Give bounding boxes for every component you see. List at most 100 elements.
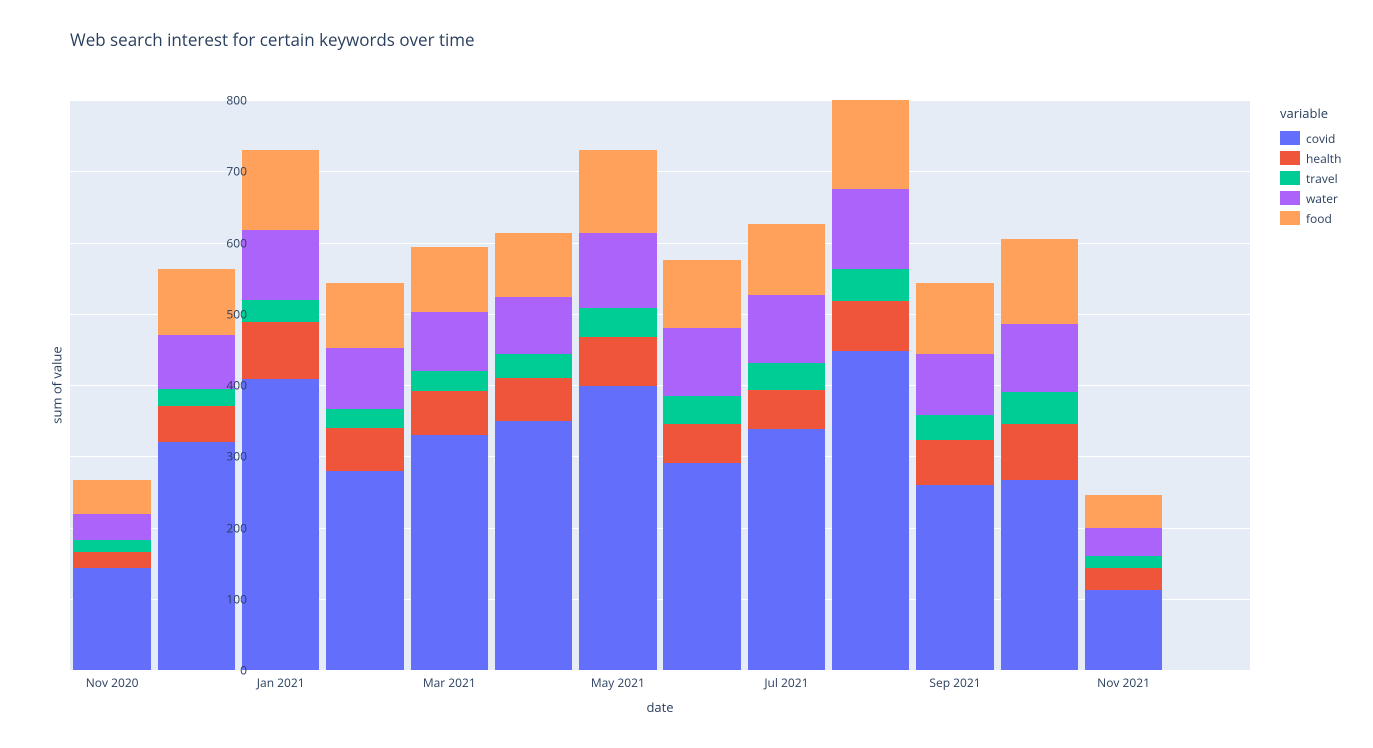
bar-segment-travel[interactable] [1001,392,1079,424]
legend: variable covid health travel waterfood [1280,104,1341,228]
bar-segment-travel[interactable] [242,300,320,323]
legend-swatch [1280,191,1300,205]
bar-segment-travel[interactable] [748,363,826,390]
bar-segment-food[interactable] [1085,495,1163,528]
bar-segment-water[interactable] [1085,528,1163,557]
bar-segment-food[interactable] [158,269,236,335]
bar-segment-covid[interactable] [495,421,573,670]
bar-segment-water[interactable] [663,328,741,396]
y-tick-label: 500 [207,305,247,322]
bar-segment-covid[interactable] [242,379,320,670]
bar-segment-health[interactable] [158,406,236,442]
bar-segment-food[interactable] [242,150,320,231]
page: Web search interest for certain keywords… [0,0,1373,748]
legend-title: variable [1280,104,1341,122]
bar-segment-travel[interactable] [1085,556,1163,568]
bar-segment-covid[interactable] [326,471,404,671]
bar-stack [663,100,741,670]
bar-segment-food[interactable] [73,480,151,514]
bar-segment-food[interactable] [326,283,404,348]
bar-segment-travel[interactable] [326,409,404,428]
bar-segment-food[interactable] [916,283,994,354]
legend-label: covid [1306,130,1335,147]
y-tick-label: 400 [207,377,247,394]
bar-segment-covid[interactable] [73,568,151,670]
y-axis-title: sum of value [48,346,66,423]
y-tick-label: 100 [207,590,247,607]
bar-segment-food[interactable] [1001,239,1079,325]
legend-item-health[interactable]: health [1280,148,1341,168]
bar-segment-health[interactable] [242,322,320,379]
bar-segment-food[interactable] [411,247,489,313]
bar-segment-water[interactable] [411,312,489,370]
bar-segment-water[interactable] [242,230,320,299]
bar-stack [916,100,994,670]
bar-segment-water[interactable] [832,189,910,269]
bar-segment-food[interactable] [579,150,657,233]
bar-segment-health[interactable] [748,390,826,429]
bar-segment-health[interactable] [1001,424,1079,480]
bar-segment-water[interactable] [326,348,404,409]
y-tick-label: 600 [207,234,247,251]
bar-segment-travel[interactable] [832,269,910,301]
bar-segment-covid[interactable] [663,463,741,670]
bar-segment-travel[interactable] [663,396,741,425]
bar-segment-travel[interactable] [579,308,657,337]
y-tick-label: 200 [207,519,247,536]
bar-segment-food[interactable] [748,224,826,295]
bar-stack [1001,100,1079,670]
bar-segment-travel[interactable] [495,354,573,378]
bar-segment-water[interactable] [916,354,994,415]
bar-stack [1085,100,1163,670]
bar-stack [748,100,826,670]
y-tick-label: 700 [207,163,247,180]
bar-segment-health[interactable] [832,301,910,351]
legend-swatch [1280,131,1300,145]
legend-label: travel [1306,170,1338,187]
bar-segment-water[interactable] [579,233,657,308]
bar-segment-health[interactable] [916,440,994,485]
bar-segment-covid[interactable] [1001,480,1079,670]
bar-stack [495,100,573,670]
x-tick-label: Jul 2021 [764,674,808,691]
bar-segment-food[interactable] [663,260,741,328]
legend-item-water[interactable]: water [1280,188,1341,208]
bar-segment-travel[interactable] [73,540,151,552]
bar-segment-water[interactable] [73,514,151,540]
bar-segment-health[interactable] [411,391,489,435]
legend-label: water [1306,190,1338,207]
bar-segment-health[interactable] [663,424,741,463]
bar-segment-health[interactable] [495,378,573,421]
bar-segment-covid[interactable] [1085,590,1163,671]
bar-segment-health[interactable] [579,337,657,387]
bar-stack [242,100,320,670]
chart-title: Web search interest for certain keywords… [70,28,475,51]
bar-segment-travel[interactable] [411,371,489,391]
x-axis-title: date [646,698,673,716]
bar-segment-travel[interactable] [916,415,994,440]
bar-segment-food[interactable] [832,100,910,189]
legend-item-food[interactable]: food [1280,208,1341,228]
x-tick-label: Mar 2021 [423,674,476,691]
bar-segment-water[interactable] [1001,324,1079,392]
bar-segment-water[interactable] [495,297,573,354]
bar-segment-covid[interactable] [832,351,910,670]
legend-item-travel[interactable]: travel [1280,168,1341,188]
x-tick-label: Nov 2020 [86,674,139,691]
bar-segment-health[interactable] [73,552,151,568]
bar-segment-covid[interactable] [748,429,826,670]
legend-swatch [1280,171,1300,185]
bar-segment-covid[interactable] [158,442,236,670]
bar-segment-covid[interactable] [579,386,657,670]
bar-segment-covid[interactable] [411,435,489,670]
bar-segment-health[interactable] [326,428,404,471]
legend-item-covid[interactable]: covid [1280,128,1341,148]
bar-segment-water[interactable] [748,295,826,363]
x-tick-label: Nov 2021 [1097,674,1150,691]
bar-segment-health[interactable] [1085,568,1163,589]
bars-layer [70,100,1250,670]
bar-segment-covid[interactable] [916,485,994,670]
bar-stack [73,100,151,670]
bar-segment-food[interactable] [495,233,573,297]
legend-label: health [1306,150,1341,167]
